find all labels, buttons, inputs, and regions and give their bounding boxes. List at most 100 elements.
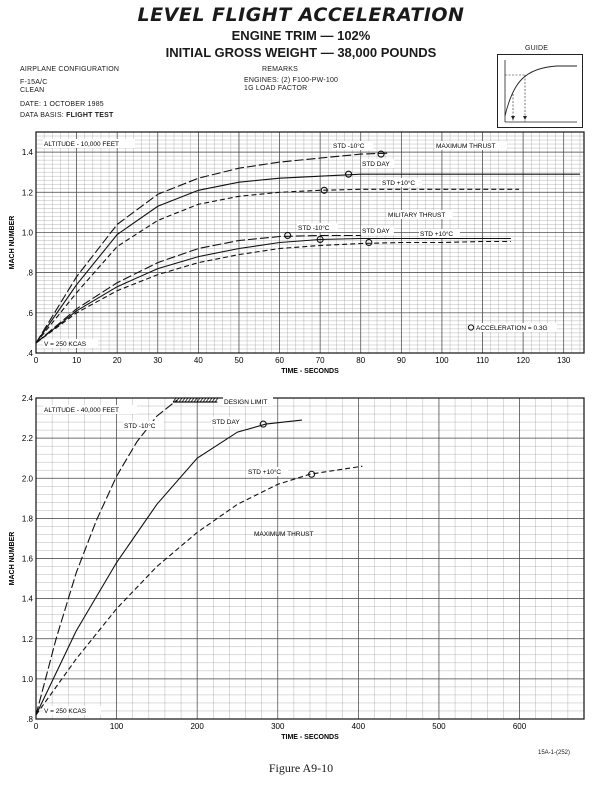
y-tick-label: 1.0 [22, 228, 34, 237]
label-background [43, 405, 137, 414]
accel-marker [259, 420, 267, 428]
plot-frame [35, 397, 585, 720]
design-limit-hatch [196, 397, 201, 403]
config-clean: CLEAN [20, 87, 45, 94]
figure-caption: Figure A9-10 [268, 761, 334, 775]
y-tick-label: 2.2 [22, 434, 34, 443]
x-tick-label: 300 [271, 722, 285, 731]
y-tick-label: .4 [26, 349, 33, 358]
x-tick-label: 90 [397, 356, 406, 365]
x-tick-label: 100 [435, 356, 449, 365]
series-label: STD -10°C [333, 142, 365, 150]
design-limit-hatch [181, 397, 186, 403]
label-background [223, 397, 273, 406]
series-line [35, 152, 390, 344]
series-line [35, 188, 520, 344]
label-background [361, 226, 394, 235]
figure-ref-code: 15A-1-(252) [538, 750, 571, 756]
x-tick-label: 0 [34, 356, 39, 365]
config-model: F-15A/C [20, 79, 48, 86]
maximum-thrust-label: MAXIMUM THRUST [436, 143, 495, 150]
series-label: STD +10°C [420, 230, 453, 238]
x-tick-label: 20 [113, 356, 122, 365]
x-tick-label: 100 [110, 722, 124, 731]
label-background [297, 223, 338, 232]
accel-marker [365, 238, 373, 247]
guide-label: GUIDE [525, 45, 549, 52]
x-tick-label: 60 [275, 356, 284, 365]
x-tick-label: 0 [34, 722, 39, 731]
series-line [35, 399, 178, 716]
page-title: LEVEL FLIGHT ACCELERATION [137, 4, 465, 26]
y-tick-label: .6 [26, 309, 33, 318]
x-tick-label: 110 [476, 356, 489, 365]
gross-weight-subtitle: INITIAL GROSS WEIGHT — 38,000 POUNDS [165, 45, 437, 60]
y-tick-label: 1.8 [22, 514, 34, 523]
label-background [387, 210, 453, 219]
accel-marker [345, 170, 353, 178]
chart-10000-feet: 0 10 20 30 40 50 60 70 80 90 100 110 120 130 .4 .6 .8 1.0… [9, 131, 585, 375]
design-limit-label: DESIGN LIMIT [224, 399, 267, 406]
design-limit-hatch [214, 397, 219, 403]
accel-marker [320, 186, 328, 194]
x-tick-label: 500 [432, 722, 446, 731]
label-background [43, 139, 135, 148]
x-tick-label: 200 [190, 722, 204, 731]
series-label: STD +10°C [382, 179, 415, 187]
accel-marker [308, 470, 316, 478]
x-axis-label: TIME - SECONDS [281, 734, 339, 741]
y-axis-label: MACH NUMBER [9, 216, 16, 270]
chart-40000-feet: 0 100 200 300 400 500 600 .8 1.0 1.2 1.4 1.6 1.8 2.0 2… [9, 394, 585, 741]
design-limit-hatch [199, 397, 204, 403]
x-tick-label: 600 [513, 722, 527, 731]
y-tick-label: 1.4 [22, 148, 34, 157]
x-tick-label: 50 [235, 356, 244, 365]
data-basis-line: DATA BASIS: FLIGHT TEST [20, 112, 113, 119]
altitude-label: ALTITUDE - 10,000 FEET [44, 141, 119, 148]
x-tick-label: 130 [557, 356, 571, 365]
design-limit-hatch [208, 397, 213, 403]
date-line: DATE: 1 OCTOBER 1985 [20, 101, 104, 108]
y-tick-label: 1.2 [22, 635, 34, 644]
x-tick-label: 40 [194, 356, 203, 365]
altitude-label: ALTITUDE - 40,000 FEET [44, 407, 119, 414]
accel-marker [284, 231, 292, 240]
x-axis-label: TIME - SECONDS [281, 368, 339, 375]
label-background [381, 178, 422, 187]
series-label: STD +10°C [248, 468, 281, 476]
label-background [419, 229, 460, 238]
design-limit-hatch [193, 397, 198, 403]
design-limit-hatch [178, 397, 183, 403]
design-limit-hatch [184, 397, 189, 403]
y-tick-label: 1.6 [22, 555, 34, 564]
maximum-thrust-label: MAXIMUM THRUST [254, 531, 313, 538]
y-tick-label: 1.4 [22, 595, 34, 604]
design-limit-hatch [205, 397, 210, 403]
guide-diagram [497, 54, 583, 128]
series-label: STD -10°C [298, 224, 330, 232]
start-speed-label: V = 250 KCAS [44, 341, 87, 348]
series-line [35, 237, 511, 344]
y-tick-label: .8 [26, 269, 33, 278]
label-background [475, 323, 557, 332]
label-background [247, 467, 288, 476]
acceleration-note-marker [467, 324, 475, 331]
series-line [35, 240, 511, 344]
y-axis-label: MACH NUMBER [9, 532, 16, 586]
remarks-load: 1G LOAD FACTOR [244, 85, 308, 92]
accel-marker [377, 150, 385, 158]
remarks-label: REMARKS [262, 66, 299, 73]
x-tick-label: 10 [72, 356, 81, 365]
design-limit-hatch [202, 397, 207, 403]
series-line [35, 465, 363, 716]
engine-trim-subtitle: ENGINE TRIM — 102% [231, 28, 371, 43]
series-label: STD DAY [362, 161, 390, 168]
y-tick-label: 1.2 [22, 188, 34, 197]
label-background [361, 159, 394, 168]
start-speed-label: V = 250 KCAS [44, 708, 87, 715]
x-tick-label: 70 [316, 356, 325, 365]
military-thrust-label: MILITARY THRUST [388, 212, 445, 219]
label-background [211, 417, 244, 426]
series-line [35, 173, 580, 344]
design-limit-hatch [211, 397, 216, 403]
